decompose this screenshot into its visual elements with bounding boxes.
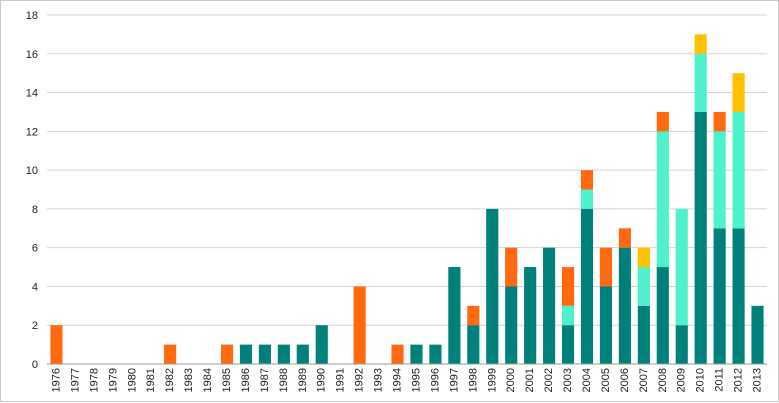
bar-segment <box>467 325 480 364</box>
x-tick-label: 1983 <box>183 368 195 392</box>
bar-segment <box>543 247 556 364</box>
x-tick-label: 1988 <box>278 368 290 392</box>
x-tick-label: 1984 <box>202 368 214 392</box>
bar-segment <box>580 208 594 364</box>
bar-segment <box>675 208 688 326</box>
bar-segment <box>561 305 575 326</box>
x-tick-label: 1987 <box>259 368 271 392</box>
x-tick-label: 1982 <box>164 368 176 392</box>
x-tick-label: 2001 <box>524 368 536 392</box>
bar-segment <box>675 325 688 364</box>
bar-segment <box>391 344 404 364</box>
x-tick-label: 1993 <box>373 368 385 392</box>
x-tick-label: 1996 <box>429 368 441 392</box>
y-tick-label: 0 <box>32 359 38 371</box>
x-tick-label: 2003 <box>562 368 574 392</box>
x-tick-label: 1976 <box>50 368 62 392</box>
bar-segment <box>561 325 575 364</box>
bar-segment <box>353 286 366 364</box>
bar-segment <box>713 228 726 364</box>
bar-segment <box>258 344 271 364</box>
bar-segment <box>50 325 63 364</box>
bar-segment <box>486 208 499 364</box>
bar-segment <box>315 325 328 364</box>
x-tick-label: 1978 <box>88 368 100 392</box>
bar-segment <box>694 53 707 112</box>
x-tick-label: 2011 <box>714 368 726 392</box>
bar-segment <box>637 267 650 306</box>
y-tick-label: 4 <box>32 281 38 293</box>
bar-segment <box>713 131 726 229</box>
bar-segment <box>618 228 631 248</box>
bar-segment <box>656 131 669 268</box>
x-tick-label: 1999 <box>486 368 498 392</box>
bar-segment <box>637 247 650 268</box>
bar-segment <box>561 267 575 306</box>
bar-segment <box>239 344 253 364</box>
x-tick-label: 1989 <box>297 368 309 392</box>
y-tick-label: 16 <box>26 49 38 61</box>
x-tick-label: 1981 <box>145 368 157 392</box>
bar-segment <box>448 267 461 364</box>
y-tick-label: 6 <box>32 243 38 255</box>
x-tick-label: 1998 <box>467 368 479 392</box>
bar-segment <box>505 247 518 287</box>
x-tick-label: 1990 <box>316 368 328 392</box>
x-tick-label: 2006 <box>619 368 631 392</box>
x-tick-label: 2009 <box>676 368 688 392</box>
x-tick-label: 2008 <box>657 368 669 392</box>
y-tick-label: 8 <box>32 204 38 216</box>
bar-segment <box>580 189 594 209</box>
x-tick-label: 1979 <box>107 368 119 392</box>
bar-segment <box>220 344 234 364</box>
bar-segment <box>694 111 707 364</box>
x-tick-label: 1992 <box>354 368 366 392</box>
y-tick-label: 10 <box>26 165 38 177</box>
x-tick-label: 1977 <box>69 368 81 392</box>
x-tick-label: 2012 <box>733 368 745 392</box>
bar-segment <box>751 305 764 364</box>
x-tick-label: 2005 <box>600 368 612 392</box>
x-tick-label: 2002 <box>543 368 555 392</box>
bar-segment <box>410 344 423 364</box>
x-tick-label: 2004 <box>581 368 593 392</box>
y-tick-label: 14 <box>26 88 38 100</box>
x-tick-label: 2013 <box>752 368 764 392</box>
y-tick-label: 2 <box>32 320 38 332</box>
x-tick-label: 1980 <box>126 368 138 392</box>
bar-segment <box>505 286 518 364</box>
bar-segment <box>599 247 613 287</box>
x-tick-label: 1997 <box>448 368 460 392</box>
x-tick-label: 1994 <box>392 368 404 392</box>
bar-segment <box>618 247 631 364</box>
bar-segment <box>732 228 745 364</box>
y-tick-label: 12 <box>26 126 38 138</box>
bar-segment <box>656 111 669 132</box>
x-tick-label: 2010 <box>695 368 707 392</box>
bar-segment <box>637 305 650 364</box>
x-tick-label: 1985 <box>221 368 233 392</box>
bar-segment <box>580 170 594 190</box>
bar-segment <box>277 344 290 364</box>
bar-segment <box>599 286 613 364</box>
bar-segment <box>656 267 669 364</box>
y-tick-label: 18 <box>26 10 38 22</box>
bar-segment <box>713 111 726 132</box>
x-tick-label: 1986 <box>240 368 252 392</box>
bar-segment <box>164 344 177 364</box>
bar-segment <box>732 73 745 112</box>
bar-segment <box>524 267 537 364</box>
x-tick-label: 1991 <box>335 368 347 392</box>
bar-segment <box>296 344 309 364</box>
bar-segment <box>429 344 442 364</box>
bar-segment <box>467 305 480 326</box>
x-tick-label: 2000 <box>505 368 517 392</box>
bar-segment <box>694 34 707 54</box>
x-tick-label: 1995 <box>410 368 422 392</box>
bar-segment <box>732 111 745 229</box>
x-tick-label: 2007 <box>638 368 650 392</box>
